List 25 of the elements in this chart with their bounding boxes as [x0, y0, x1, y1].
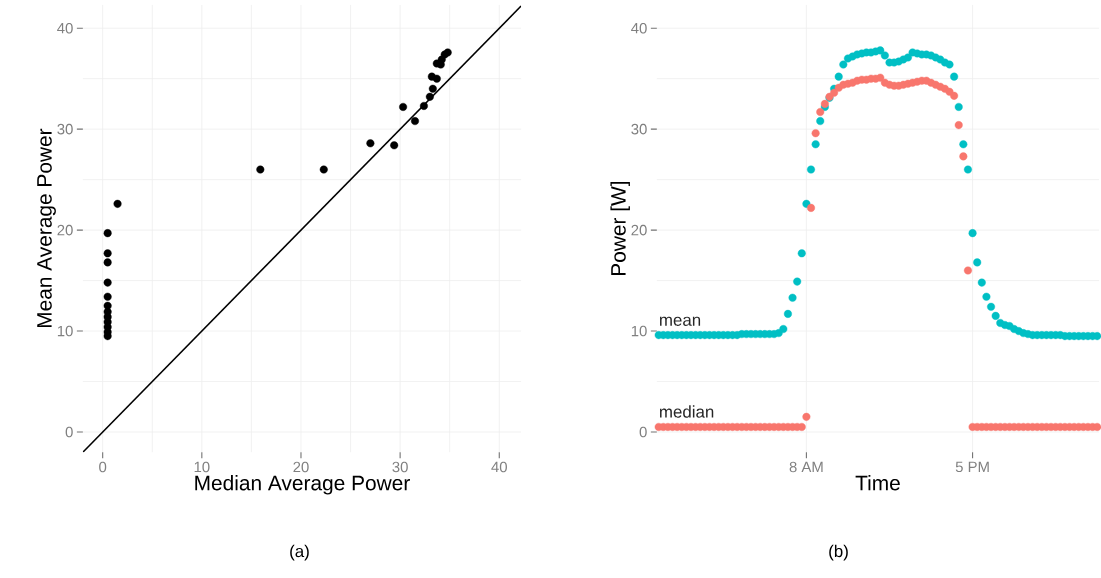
x-tick-label: 8 AM	[789, 461, 823, 473]
x-tick-label: 5 PM	[955, 461, 989, 473]
y-tick-label: 0	[65, 426, 73, 438]
x-axis-title: Time	[855, 475, 900, 491]
text: (a)	[290, 544, 309, 561]
x-axis-title: Median Average Power	[195, 475, 410, 495]
y-tick-label: 30	[631, 123, 647, 135]
x-tick-label: 20	[293, 461, 309, 473]
y-tick-label: 0	[639, 426, 647, 438]
y-tick-label: 30	[57, 123, 73, 135]
x-tick-label: 30	[392, 461, 408, 473]
y-tick-label: 10	[631, 325, 647, 337]
y-tick-label: 10	[57, 325, 73, 337]
y-tick-label: 20	[57, 224, 73, 236]
x-tick-label: 40	[491, 461, 507, 473]
y-tick-label: 40	[631, 22, 647, 34]
text: (b)	[829, 544, 848, 561]
y-tick-label: 20	[631, 224, 647, 236]
series-label: mean	[660, 316, 701, 326]
x-tick-label: 0	[99, 461, 107, 473]
x-tick-label: 10	[194, 461, 210, 473]
y-axis-title: Power [W]	[610, 181, 630, 276]
y-axis-title: Mean Average Power	[37, 128, 56, 328]
y-tick-label: 40	[57, 22, 73, 34]
series-label: median	[660, 405, 714, 418]
